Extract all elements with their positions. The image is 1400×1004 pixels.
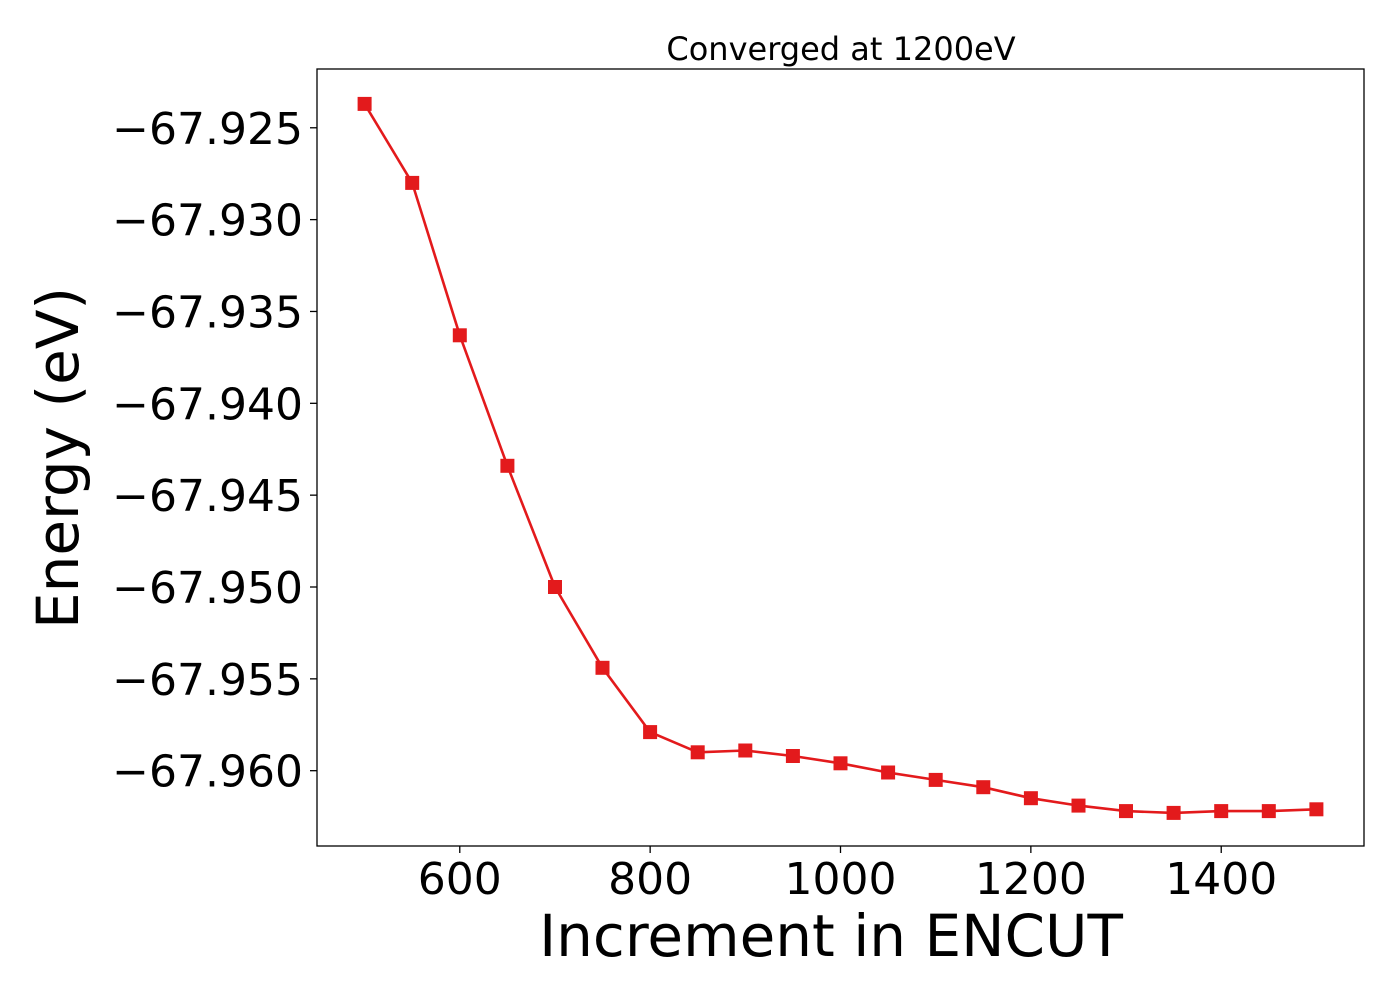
data-point-marker xyxy=(548,580,562,594)
data-point-marker xyxy=(928,772,943,787)
x-tick-label: 800 xyxy=(608,854,692,905)
data-point-marker xyxy=(1261,804,1276,819)
y-tick-label: −67.935 xyxy=(112,287,303,338)
data-point-marker xyxy=(785,749,800,763)
y-tick-label: −67.955 xyxy=(112,655,303,706)
y-tick-label: −67.960 xyxy=(112,747,303,798)
plot-area: 600 800 1000 1200 1400 −67.925 −67.930 −67.935 −… xyxy=(112,68,1365,905)
x-tick-label: 1200 xyxy=(975,854,1087,905)
data-point-marker xyxy=(1309,802,1324,817)
y-axis-label: Energy (eV) xyxy=(24,287,92,629)
y-tick-label: −67.940 xyxy=(112,379,303,430)
data-point-marker xyxy=(452,328,467,343)
data-point-marker xyxy=(405,175,420,190)
plot-frame xyxy=(316,68,1365,847)
y-tick-label: −67.925 xyxy=(112,104,303,155)
x-axis-label: Increment in ENCUT xyxy=(539,902,1123,970)
series-line xyxy=(363,103,1317,815)
chart-title: Converged at 1200eV xyxy=(666,30,1015,68)
y-tick-label: −67.950 xyxy=(112,563,303,614)
y-tick-label: −67.930 xyxy=(112,196,303,247)
x-tick-label: 1000 xyxy=(785,854,897,905)
data-point-marker xyxy=(1071,798,1086,813)
data-point-marker xyxy=(500,458,515,473)
data-point-marker xyxy=(1214,804,1229,819)
x-tick-label: 1400 xyxy=(1165,854,1277,905)
data-point-marker xyxy=(1023,791,1038,806)
data-point-marker xyxy=(833,756,848,771)
data-point-marker xyxy=(1119,804,1133,819)
data-point-marker xyxy=(643,725,658,740)
data-point-marker xyxy=(690,745,705,760)
data-point-marker xyxy=(976,780,991,795)
data-point-marker xyxy=(1166,805,1181,820)
x-tick-label: 600 xyxy=(418,854,502,905)
data-point-marker xyxy=(738,743,753,758)
data-point-marker xyxy=(595,660,610,675)
y-tick-label: −67.945 xyxy=(112,471,303,522)
data-point-marker xyxy=(357,96,372,111)
data-point-marker xyxy=(881,765,896,780)
